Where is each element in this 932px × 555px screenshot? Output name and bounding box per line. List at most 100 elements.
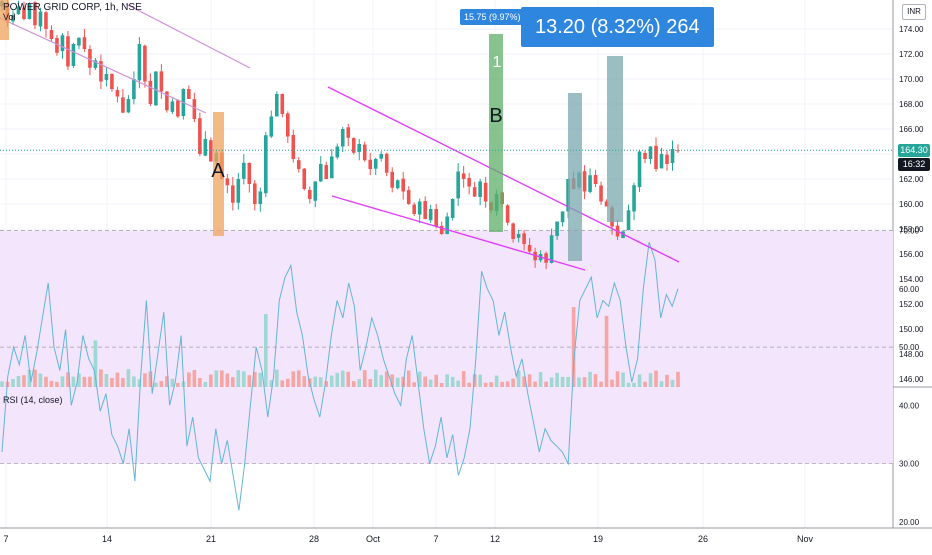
candle-body xyxy=(291,134,296,159)
candle-body xyxy=(390,171,395,188)
volume-bar xyxy=(522,376,526,387)
candle-body xyxy=(121,97,125,113)
volume-bar xyxy=(434,374,438,387)
volume-bar xyxy=(143,373,147,387)
candle-body xyxy=(588,175,592,192)
candle-body xyxy=(236,179,241,203)
volume-bar xyxy=(439,382,444,387)
candle-body xyxy=(38,11,43,27)
time-tick-label: 26 xyxy=(698,534,708,544)
symbol-title: POWER GRID CORP, 1h, NSE xyxy=(3,2,142,13)
candle-body xyxy=(148,80,153,104)
candle-body xyxy=(340,129,345,147)
measure-label-big: 13.20 (8.32%) 264 xyxy=(521,7,714,47)
volume-bar xyxy=(450,376,455,387)
range-box-A xyxy=(213,112,224,236)
candle-body xyxy=(549,235,554,263)
volume-bar xyxy=(115,372,120,387)
volume-bar xyxy=(390,374,395,387)
price-tick-label: 162.00 xyxy=(899,175,924,184)
candle-body xyxy=(632,185,636,212)
candle-body xyxy=(126,99,131,113)
volume-bar xyxy=(577,377,581,387)
volume-bar xyxy=(670,379,675,387)
volume-bar xyxy=(121,377,125,387)
candle-body xyxy=(231,185,235,203)
volume-bar xyxy=(632,382,636,387)
volume-bar xyxy=(665,374,669,387)
volume-bar xyxy=(362,370,367,387)
range-box-orange-left xyxy=(0,0,9,40)
candle-body xyxy=(472,187,477,197)
volume-bar xyxy=(489,382,493,387)
volume-bar xyxy=(11,379,15,387)
candle-body xyxy=(132,79,136,100)
candle-body xyxy=(406,190,411,204)
volume-bar xyxy=(467,382,471,387)
candle-body xyxy=(104,74,109,80)
candle-body xyxy=(478,181,482,197)
volume-bar xyxy=(373,369,378,387)
volume-bar xyxy=(621,372,625,387)
time-tick-label: 14 xyxy=(102,534,112,544)
volume-bar xyxy=(165,376,169,387)
volume-bar xyxy=(593,374,598,387)
volume-bar xyxy=(99,369,103,387)
volume-bar xyxy=(318,377,323,387)
volume-bar xyxy=(417,371,422,387)
candle-body xyxy=(93,60,98,68)
volume-bar xyxy=(170,378,175,387)
candle-body xyxy=(516,234,521,238)
price-tick-label: 156.00 xyxy=(899,250,924,259)
candle-body xyxy=(154,71,158,106)
price-tick-label: 152.00 xyxy=(899,300,924,309)
volume-bar xyxy=(445,374,449,387)
rsi-series-line xyxy=(1,242,679,511)
candle-body xyxy=(450,199,455,219)
price-tick-label: 146.00 xyxy=(899,375,924,384)
volume-bar xyxy=(527,374,532,387)
volume-bar xyxy=(412,382,416,387)
price-tick-label: 166.00 xyxy=(899,125,924,134)
candle-body xyxy=(324,165,329,179)
volume-bar xyxy=(500,381,504,387)
volume-bar xyxy=(60,376,65,387)
volume-bar xyxy=(428,379,433,387)
candle-body xyxy=(384,153,389,173)
volume-bar xyxy=(483,382,488,387)
candle-body xyxy=(66,36,70,67)
currency-button[interactable]: INR xyxy=(902,4,926,20)
volume-bar xyxy=(538,372,543,387)
candle-body xyxy=(264,135,268,194)
candle-body xyxy=(362,144,367,161)
time-tick-label: 7 xyxy=(3,534,8,544)
volume-bar xyxy=(88,376,92,387)
candle-body xyxy=(368,159,373,169)
candle-body xyxy=(33,2,37,26)
volume-bar xyxy=(461,371,466,387)
candle-body xyxy=(280,93,285,114)
candle-body xyxy=(379,154,384,159)
candle-body xyxy=(88,49,92,68)
candle-body xyxy=(16,6,21,15)
candle-body xyxy=(225,178,230,186)
volume-bar xyxy=(637,374,642,387)
volume-bar xyxy=(296,370,301,387)
channel-lower-line xyxy=(0,17,207,114)
candle-body xyxy=(137,44,142,81)
candle-body xyxy=(560,211,565,223)
volume-bar xyxy=(71,376,76,387)
candle-body xyxy=(329,156,334,179)
volume-bar xyxy=(560,376,565,387)
volume-bar xyxy=(187,372,191,387)
volume-bar xyxy=(456,380,460,387)
candle-body xyxy=(99,61,103,82)
time-tick-label: 7 xyxy=(433,534,438,544)
volume-bar xyxy=(368,379,373,387)
rsi-tick-label: 30.00 xyxy=(899,460,920,469)
candle-body xyxy=(285,113,290,137)
volume-bar xyxy=(423,376,427,387)
candle-body xyxy=(461,173,466,179)
